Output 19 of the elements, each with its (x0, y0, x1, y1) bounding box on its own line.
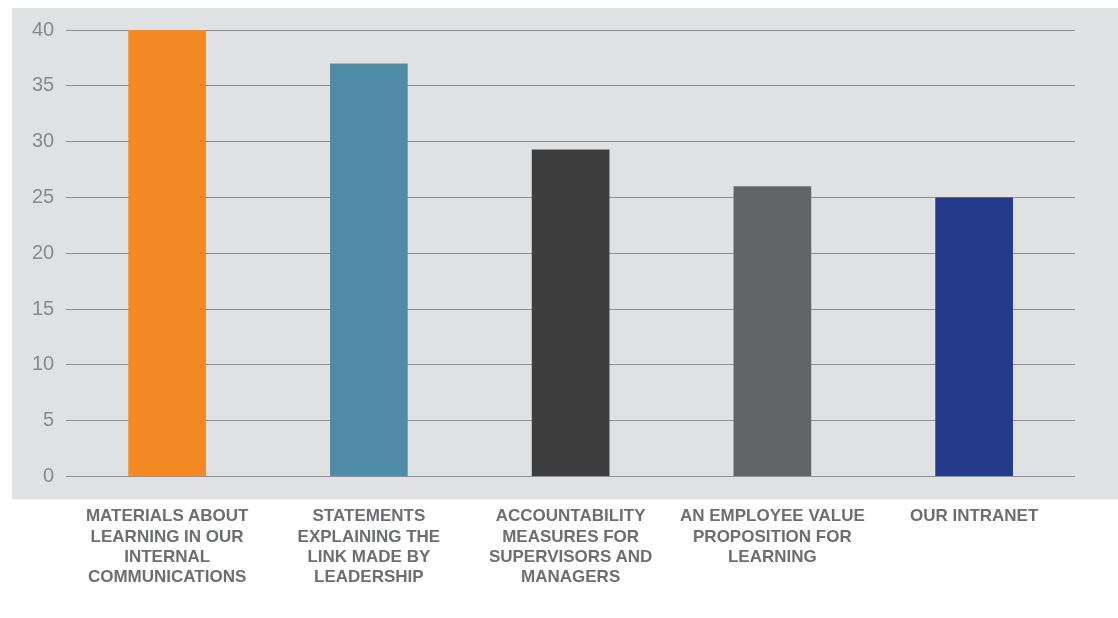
y-tick-label: 35 (32, 73, 55, 96)
bar (128, 30, 206, 476)
y-tick-label: 30 (32, 129, 55, 152)
y-tick-label: 10 (32, 352, 55, 375)
x-tick-label: STATEMENTS EXPLAINING THE LINK MADE BY LEADERSHIP (297, 506, 441, 587)
bar (531, 149, 610, 476)
x-tick-label: MATERIALS ABOUT LEARNING IN OUR INTERNAL COMMUNICATIONS (85, 506, 249, 587)
x-tick-label: OUR INTRANET (909, 506, 1039, 526)
y-tick-label: 5 (43, 408, 55, 431)
y-tick-label: 40 (32, 17, 55, 40)
x-tick-label: AN EMPLOYEE VALUE PROPOSITION FOR LEARNING (679, 506, 865, 567)
x-tick-label: ACCOUNTABILITY MEASURES FOR SUPERVISORS AND MANAGERS (488, 506, 653, 587)
y-tick-label: 25 (32, 184, 55, 207)
bar (330, 63, 408, 476)
y-tick-label: 15 (32, 296, 55, 319)
y-tick-label: 20 (32, 240, 55, 263)
bar (935, 197, 1013, 476)
y-tick-label: 0 (43, 463, 55, 486)
bar (733, 186, 812, 476)
